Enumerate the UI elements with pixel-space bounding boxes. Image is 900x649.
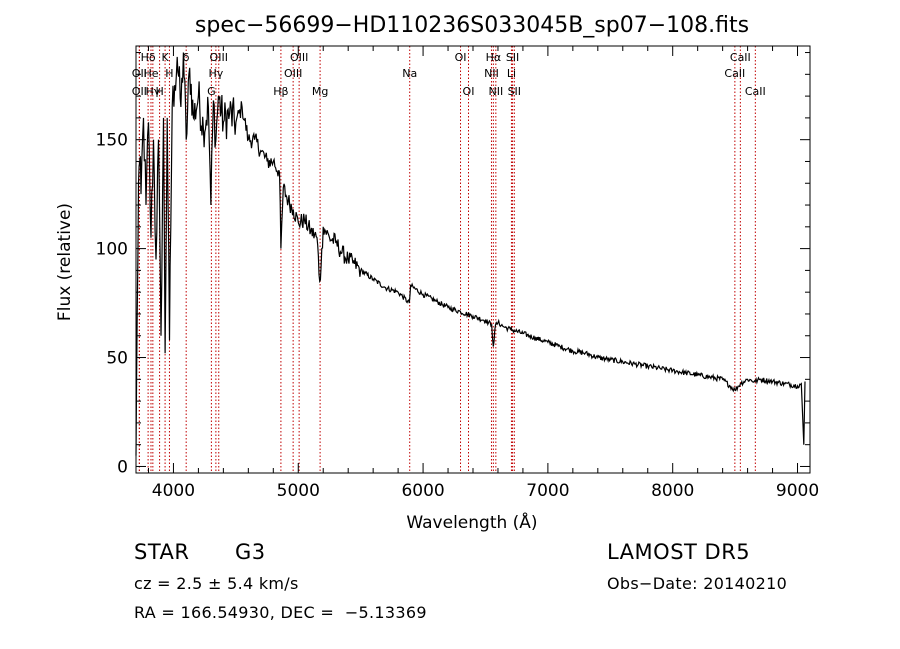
reference-line-label: OI xyxy=(463,85,475,98)
reference-line-label: SII xyxy=(508,85,521,98)
reference-line-label: CaII xyxy=(724,67,745,80)
x-tick-label: 7000 xyxy=(526,481,569,501)
spectral-subclass: G3 xyxy=(235,540,266,564)
reference-line-label: Hγ xyxy=(208,67,223,80)
y-axis-label: Flux (relative) xyxy=(55,203,75,321)
redshift-value: cz = 2.5 ± 5.4 km/s xyxy=(134,574,299,593)
reference-line-label: G xyxy=(207,85,216,98)
x-tick-label: 8000 xyxy=(651,481,694,501)
reference-line-label: Li xyxy=(507,67,516,80)
y-tick-label: 150 xyxy=(96,131,128,151)
reference-line-label: OI xyxy=(455,51,467,64)
object-class: STAR xyxy=(134,540,190,564)
reference-line-label: Hβ xyxy=(273,85,288,98)
reference-line-label: H xyxy=(165,67,173,80)
x-tick-label: 9000 xyxy=(776,481,819,501)
reference-line-label: Na xyxy=(402,67,417,80)
reference-line-label: δ xyxy=(183,51,190,64)
reference-line-label: SII xyxy=(506,51,519,64)
survey-name: LAMOST DR5 xyxy=(607,540,751,564)
x-axis-ticks: 4000 5000 6000 7000 8000 9000 xyxy=(147,46,819,501)
y-tick-label: 50 xyxy=(106,349,128,369)
x-axis-label: Wavelength (Å) xyxy=(406,511,537,533)
x-tick-label: 6000 xyxy=(401,481,444,501)
y-tick-label: 0 xyxy=(117,457,128,477)
plot-frame xyxy=(135,45,811,474)
x-tick-label: 4000 xyxy=(152,481,195,501)
reference-line-label: CaII xyxy=(730,51,751,64)
reference-line-label: CaII xyxy=(745,85,766,98)
reference-line-label: Mg xyxy=(312,85,328,98)
reference-line-label: NII xyxy=(484,67,499,80)
reference-line-label: NII xyxy=(488,85,503,98)
reference-line-label: OIII xyxy=(284,67,302,80)
spectrum-line xyxy=(135,52,806,456)
y-axis-ticks: 0 50 100 150 xyxy=(96,52,810,477)
observation-date: Obs−Date: 20140210 xyxy=(607,574,788,593)
reference-line-label: OIII xyxy=(290,51,308,64)
reference-line-label: Hα xyxy=(486,51,502,64)
reference-line-label: Hδ xyxy=(141,51,156,64)
reference-line-label: K xyxy=(161,51,169,64)
reference-line-label: H xyxy=(155,85,163,98)
reference-line-label: Hγ xyxy=(145,85,160,98)
reference-line-label: OIII xyxy=(210,51,228,64)
x-tick-label: 5000 xyxy=(277,481,320,501)
reference-line-label: He xyxy=(143,67,158,80)
coordinates: RA = 166.54930, DEC = −5.13369 xyxy=(134,603,427,622)
chart-title: spec−56699−HD110236S033045B_sp07−108.fit… xyxy=(195,13,749,38)
y-tick-label: 100 xyxy=(96,240,128,260)
